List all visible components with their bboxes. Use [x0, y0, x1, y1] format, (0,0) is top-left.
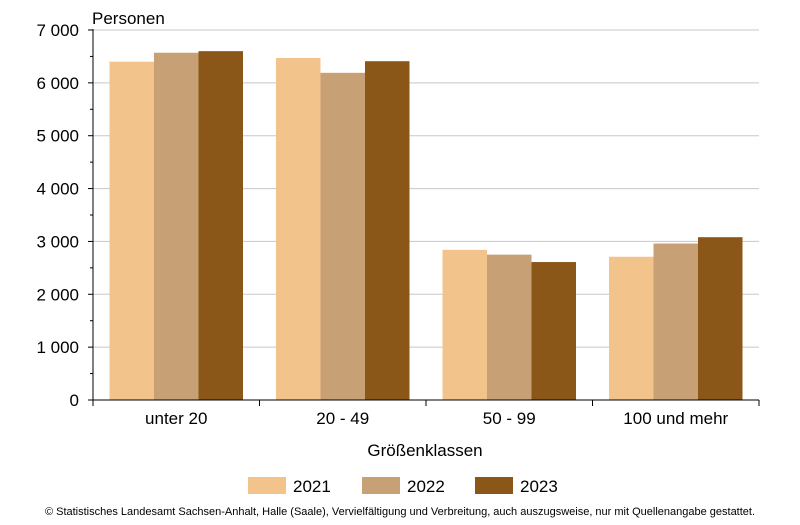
- bar-2022-1: [320, 72, 365, 401]
- y-tick-label: 6 000: [36, 74, 79, 93]
- x-tick-label: unter 20: [145, 409, 207, 428]
- y-tick-label: 0: [70, 391, 79, 410]
- legend-swatch-2022: [362, 477, 400, 494]
- bar-2023-2: [531, 262, 576, 400]
- bar-2022-2: [487, 254, 532, 400]
- bar-2023-1: [365, 61, 410, 400]
- bar-2021-0: [109, 61, 154, 400]
- bar-2023-3: [698, 237, 743, 400]
- legend-label-2023: 2023: [520, 477, 558, 496]
- x-tick-label: 100 und mehr: [623, 409, 728, 428]
- y-tick-label: 4 000: [36, 180, 79, 199]
- bar-2022-3: [653, 243, 698, 400]
- bar-chart: 0 1 000 2 000 3 000 4 000 5 000 6 000 7 000 unt…: [36, 9, 760, 496]
- legend-swatch-2023: [475, 477, 513, 494]
- x-tick-label: 20 - 49: [316, 409, 369, 428]
- y-tick-label: 3 000: [36, 232, 79, 251]
- bars: [109, 51, 743, 401]
- bar-2021-1: [276, 58, 321, 401]
- legend: 2021 2022 2023: [248, 477, 558, 496]
- bar-2022-0: [154, 52, 199, 400]
- bar-2021-2: [442, 249, 487, 400]
- copyright-footer: © Statistisches Landesamt Sachsen-Anhalt…: [44, 506, 756, 518]
- legend-label-2022: 2022: [407, 477, 445, 496]
- x-tick-labels: unter 20 20 - 49 50 - 99 100 und mehr: [145, 409, 728, 428]
- x-tick-label: 50 - 99: [483, 409, 536, 428]
- legend-swatch-2021: [248, 477, 286, 494]
- y-tick-labels: 0 1 000 2 000 3 000 4 000 5 000 6 000 7 000: [36, 21, 79, 410]
- legend-label-2021: 2021: [293, 477, 331, 496]
- y-tick-label: 5 000: [36, 127, 79, 146]
- x-axis-label: Größenklassen: [367, 441, 482, 460]
- bar-2023-0: [198, 51, 243, 401]
- y-tick-label: 2 000: [36, 285, 79, 304]
- axes: [88, 29, 760, 406]
- bar-2021-3: [609, 256, 654, 400]
- y-tick-label: 7 000: [36, 21, 79, 40]
- y-axis-label: Personen: [92, 9, 165, 28]
- y-tick-label: 1 000: [36, 338, 79, 357]
